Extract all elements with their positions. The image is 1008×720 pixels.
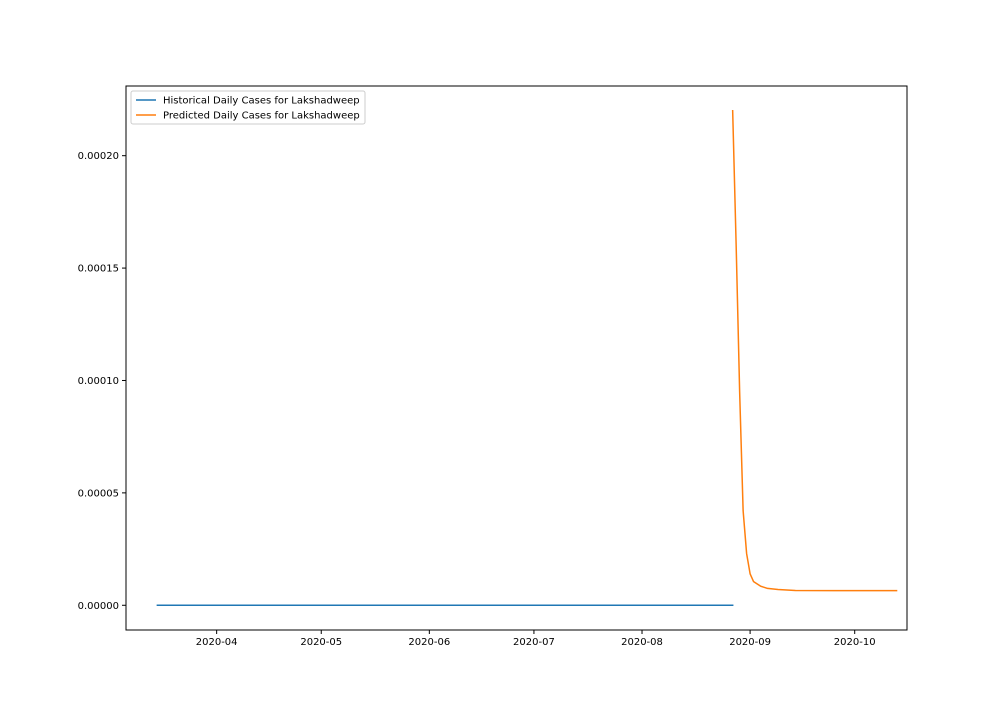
x-tick-label: 2020-09 xyxy=(729,637,771,648)
y-tick-label: 0.00015 xyxy=(78,264,119,275)
x-tick-label: 2020-08 xyxy=(621,637,663,648)
plot-area xyxy=(156,109,898,607)
x-tick-label: 2020-04 xyxy=(196,637,238,648)
x-tick-label: 2020-07 xyxy=(513,637,555,648)
y-tick-label: 0.00005 xyxy=(78,488,119,499)
x-tick-label: 2020-10 xyxy=(834,637,876,648)
legend-label-0: Historical Daily Cases for Lakshadweep xyxy=(163,96,360,107)
y-tick-label: 0.00020 xyxy=(78,151,119,162)
plot-frame xyxy=(125,85,908,631)
axes: 2020-04 2020-05 2020-06 2020-07 2020-08 2020-… xyxy=(78,85,908,648)
y-tick-label: 0.00010 xyxy=(78,376,119,387)
y-tick-label: 0.00000 xyxy=(78,601,119,612)
series-line-1 xyxy=(731,109,898,592)
legend-box xyxy=(130,90,366,125)
legend-label-1: Predicted Daily Cases for Lakshadweep xyxy=(163,111,360,122)
x-tick-label: 2020-06 xyxy=(408,637,450,648)
x-tick-label: 2020-05 xyxy=(300,637,342,648)
legend: Historical Daily Cases for Lakshadweep Pr… xyxy=(130,90,366,125)
